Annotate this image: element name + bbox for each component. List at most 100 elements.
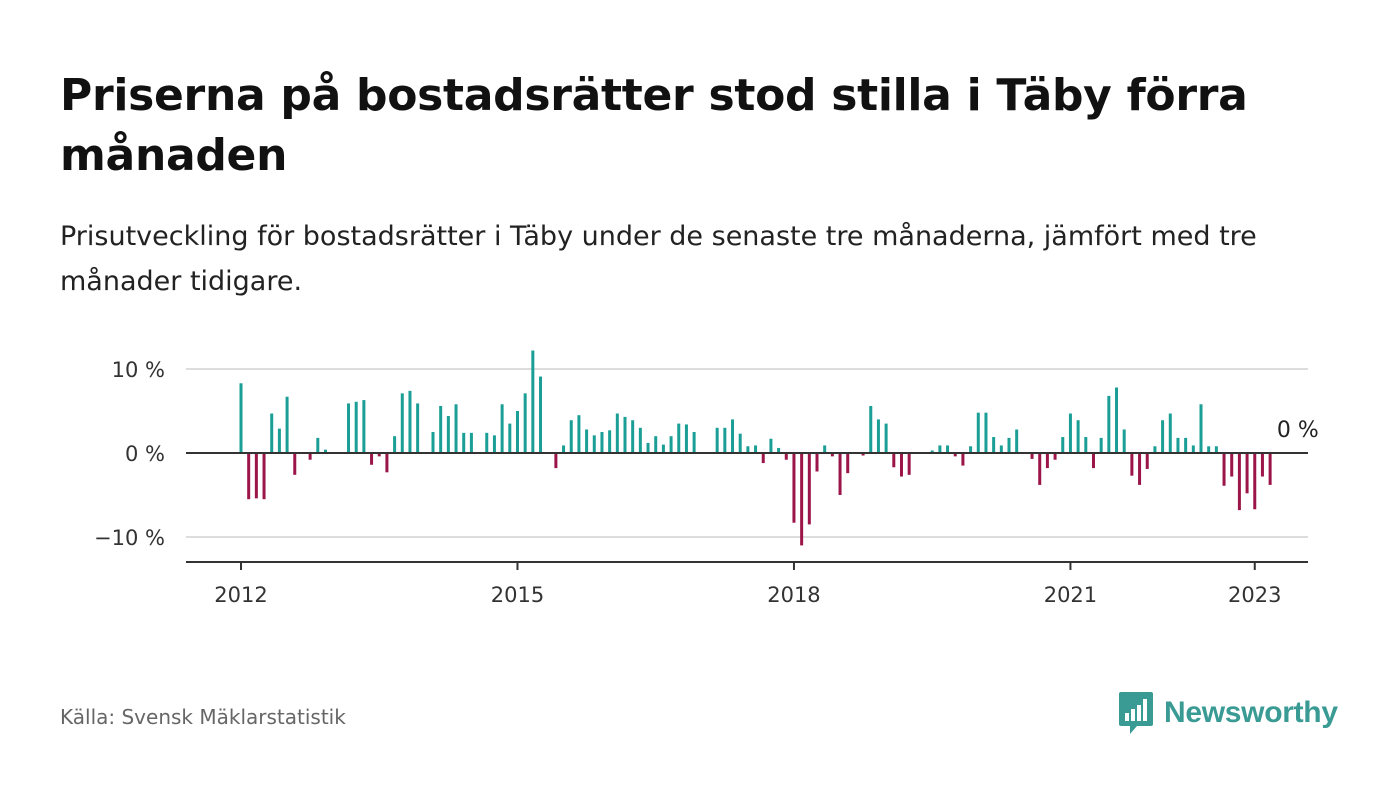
- bar: [754, 445, 758, 453]
- bar: [677, 423, 681, 453]
- bar: [646, 442, 650, 453]
- bar: [370, 453, 374, 465]
- bar: [500, 404, 504, 453]
- x-tick-label: 2023: [1228, 583, 1281, 607]
- bar: [485, 432, 489, 453]
- bar: [899, 453, 903, 477]
- bar: [347, 403, 351, 453]
- bar: [654, 436, 658, 453]
- bar: [692, 432, 696, 453]
- bar: [285, 396, 289, 453]
- bar: [861, 453, 865, 456]
- bar: [723, 427, 727, 453]
- bar: [746, 446, 750, 453]
- bar: [539, 376, 543, 453]
- bar: [531, 350, 535, 453]
- newsworthy-chat-bars-icon: [1119, 692, 1153, 734]
- bar: [1199, 404, 1203, 453]
- bar: [684, 424, 688, 453]
- x-tick-label: 2018: [767, 583, 820, 607]
- bar: [969, 446, 973, 453]
- bar: [400, 393, 404, 453]
- bars: [239, 350, 1272, 546]
- bar: [1068, 413, 1072, 453]
- grid-lines: [186, 368, 1308, 538]
- bar: [585, 429, 589, 453]
- bar: [838, 453, 842, 495]
- bar: [1214, 446, 1218, 453]
- bar: [1268, 453, 1272, 485]
- newsworthy-logo: Newsworthy: [1118, 688, 1338, 738]
- bar: [1053, 453, 1057, 460]
- bar: [1061, 437, 1065, 453]
- bar: [492, 435, 496, 453]
- bar: [323, 449, 327, 453]
- bar: [385, 453, 389, 473]
- bar: [631, 420, 635, 453]
- bar: [554, 453, 558, 469]
- bar: [999, 445, 1003, 453]
- bar: [1076, 420, 1080, 453]
- bar: [1045, 453, 1049, 469]
- bar: [1168, 413, 1172, 453]
- bar: [454, 404, 458, 453]
- bar: [984, 412, 988, 453]
- bar: [1237, 453, 1241, 511]
- axes: [186, 452, 1308, 570]
- bar: [961, 453, 965, 466]
- bar: [523, 393, 527, 453]
- bar: [239, 383, 243, 453]
- bar: [1038, 453, 1042, 485]
- bar: [1122, 429, 1126, 453]
- y-tick-label: 0 %: [125, 442, 165, 466]
- bar: [469, 432, 473, 453]
- x-tick-label: 2012: [214, 583, 267, 607]
- bar: [462, 432, 466, 453]
- bar: [738, 433, 742, 453]
- bar: [354, 401, 358, 453]
- bar: [1260, 453, 1264, 477]
- bar: [846, 453, 850, 474]
- bar: [731, 419, 735, 453]
- bar: [277, 428, 281, 453]
- bar: [623, 416, 627, 453]
- bar: [892, 453, 896, 468]
- bar: [1145, 453, 1149, 469]
- bar: [1099, 437, 1103, 453]
- bar: [431, 432, 435, 453]
- bar: [416, 403, 420, 453]
- bar: [1015, 429, 1019, 453]
- bar: [1007, 437, 1011, 453]
- bar: [876, 419, 880, 453]
- bar: [661, 444, 665, 453]
- bar: [1084, 437, 1088, 453]
- bar: [270, 413, 274, 453]
- bar: [569, 420, 573, 453]
- bar: [1153, 446, 1157, 453]
- bar: [1138, 453, 1142, 485]
- bar: [247, 453, 251, 500]
- bar: [508, 423, 512, 453]
- bar: [592, 435, 596, 453]
- bar: [800, 453, 804, 546]
- bar: [293, 453, 297, 475]
- bar: [976, 412, 980, 453]
- bar: [669, 436, 673, 453]
- bar: [377, 453, 381, 457]
- x-tick-label: 2015: [491, 583, 544, 607]
- bar: [600, 432, 604, 453]
- bar: [1091, 453, 1095, 469]
- labels: 10 % 0 % −10 % 2012 2015 2018 2021 2023 0 %: [94, 358, 1319, 607]
- last-value-label: 0 %: [1277, 418, 1319, 443]
- bar: [1230, 453, 1234, 477]
- bar: [393, 436, 397, 453]
- source-note: Källa: Svensk Mäklarstatistik: [60, 705, 346, 729]
- bar: [830, 453, 834, 457]
- brand-name: Newsworthy: [1164, 696, 1338, 729]
- bar: [1245, 453, 1249, 494]
- bar: [823, 445, 827, 453]
- bar: [815, 453, 819, 472]
- bar: [992, 437, 996, 453]
- bar: [638, 427, 642, 453]
- bar: [1207, 446, 1211, 453]
